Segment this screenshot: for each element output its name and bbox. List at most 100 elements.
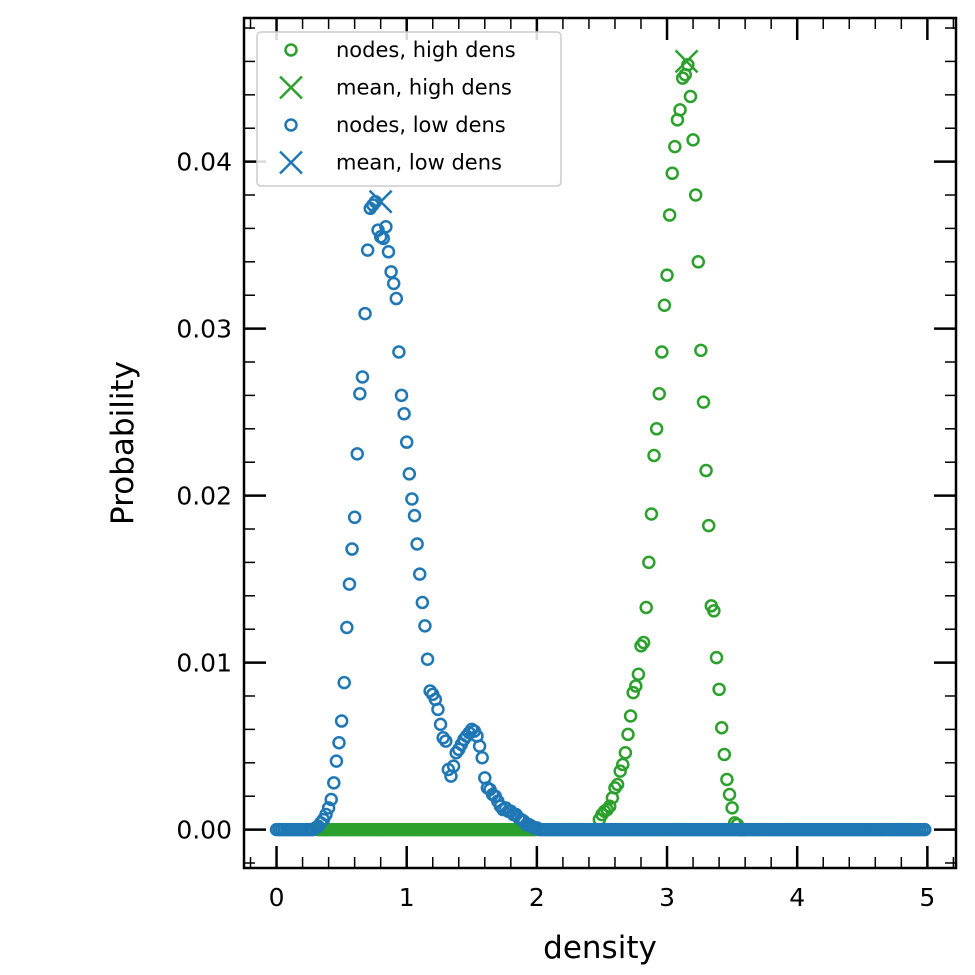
- low-dens-point: [353, 386, 367, 401]
- low-dens-point: [342, 577, 357, 591]
- high-dens-point: [714, 720, 729, 735]
- legend-marker-circle: [284, 43, 298, 57]
- low-dens-point: [379, 219, 393, 234]
- high-dens-point: [639, 600, 653, 615]
- low-dens-point: [389, 291, 404, 306]
- y-tick-label: 0.02: [176, 482, 232, 511]
- legend-label: nodes, high dens: [336, 38, 516, 62]
- low-dens-point: [386, 276, 401, 291]
- legend-marker-stroke: [279, 150, 303, 175]
- low-dens-point: [402, 467, 417, 481]
- y-tick-label: 0.03: [176, 315, 232, 344]
- high-dens-point: [720, 772, 734, 787]
- legend-label: mean, low dens: [336, 151, 502, 175]
- low-dens-point: [407, 508, 422, 523]
- high-dens-point: [712, 682, 726, 697]
- high-dens-point: [722, 787, 737, 802]
- high-dens-point: [725, 801, 739, 815]
- low-dens-point: [446, 759, 461, 773]
- x-tick-label: 3: [659, 883, 675, 912]
- high-dens-point: [642, 555, 656, 570]
- high-dens-point: [631, 667, 646, 682]
- high-dens-point: [626, 685, 640, 700]
- low-dens-point: [399, 435, 414, 449]
- x-tick-label: 5: [919, 883, 935, 912]
- x-tick-label: 1: [399, 883, 415, 912]
- high-dens-point: [655, 345, 669, 359]
- low-dens-point: [347, 510, 362, 525]
- legend-marker-stroke: [279, 75, 303, 100]
- high-dens-point: [673, 103, 687, 117]
- x-tick-label: 0: [269, 883, 285, 912]
- low-dens-point: [415, 595, 430, 610]
- low-dens-point: [358, 306, 372, 321]
- low-dens-point: [418, 619, 432, 633]
- high-dens-point: [709, 650, 724, 665]
- low-dens-point: [535, 822, 549, 837]
- high-dens-point: [623, 709, 638, 723]
- high-dens-point: [694, 343, 708, 358]
- low-dens-point: [439, 734, 453, 748]
- low-dens-point: [475, 751, 489, 765]
- low-dens-point: [355, 370, 370, 384]
- low-dens-point: [337, 675, 351, 690]
- high-dens-point: [629, 679, 643, 693]
- low-dens-point: [345, 542, 359, 556]
- low-dens-point: [319, 807, 333, 822]
- high-dens-point: [701, 518, 716, 533]
- low-dens-point: [332, 736, 346, 750]
- low-dens-point: [410, 537, 424, 551]
- low-dens-point: [433, 717, 448, 732]
- low-dens-point: [381, 245, 396, 259]
- legend: nodes, high dens mean, high dens nodes, lo…: [256, 31, 562, 187]
- low-dens-point: [350, 447, 364, 461]
- x-tick-label: 2: [529, 883, 545, 912]
- high-dens-point: [616, 757, 630, 772]
- low-dens-point: [394, 388, 409, 403]
- y-axis-label: Probability: [105, 361, 141, 525]
- high-dens-point: [621, 727, 635, 742]
- legend-label: mean, high dens: [336, 76, 512, 100]
- y-tick-label: 0.01: [176, 649, 232, 678]
- x-tick-label: 4: [789, 883, 805, 912]
- high-dens-point: [707, 604, 721, 618]
- high-dens-point: [691, 255, 706, 269]
- high-dens-point: [618, 746, 633, 760]
- high-dens-point: [686, 133, 700, 147]
- low-dens-point: [384, 265, 398, 279]
- high-dens-point: [610, 777, 625, 792]
- y-tick-label: 0.04: [176, 148, 232, 177]
- high-dens-point: [644, 507, 659, 521]
- x-axis-label: density: [543, 930, 657, 966]
- low-dens-point: [324, 792, 338, 807]
- low-dens-point: [327, 776, 341, 790]
- low-dens-mean-marker: [368, 189, 393, 214]
- high-dens-point: [657, 298, 672, 312]
- low-dens-point: [392, 345, 406, 359]
- high-dens-point: [665, 166, 679, 181]
- low-dens-point: [420, 652, 435, 667]
- high-dens-mean-marker-stroke: [674, 49, 699, 74]
- high-dens-point: [683, 89, 698, 104]
- plot-frame: [242, 16, 958, 870]
- legend-marker-circle: [284, 118, 298, 132]
- high-dens-point: [603, 799, 617, 813]
- low-dens-mean-marker-stroke: [368, 189, 393, 214]
- high-dens-point: [636, 635, 651, 650]
- low-dens-point: [334, 714, 349, 728]
- low-dens-point: [412, 567, 427, 581]
- low-dens-point: [321, 801, 336, 815]
- low-dens-point: [360, 243, 375, 257]
- low-dens-point: [340, 620, 354, 635]
- high-dens-point: [717, 747, 732, 762]
- legend-label: nodes, low dens: [336, 113, 506, 137]
- high-dens-point: [647, 448, 661, 463]
- high-dens-point: [688, 188, 703, 202]
- low-dens-zero-point: [918, 822, 932, 837]
- plot-area: [269, 49, 932, 837]
- y-tick-label: 0.00: [176, 816, 232, 845]
- low-dens-point: [329, 754, 344, 768]
- high-dens-point: [660, 268, 674, 282]
- low-dens-point: [431, 702, 445, 717]
